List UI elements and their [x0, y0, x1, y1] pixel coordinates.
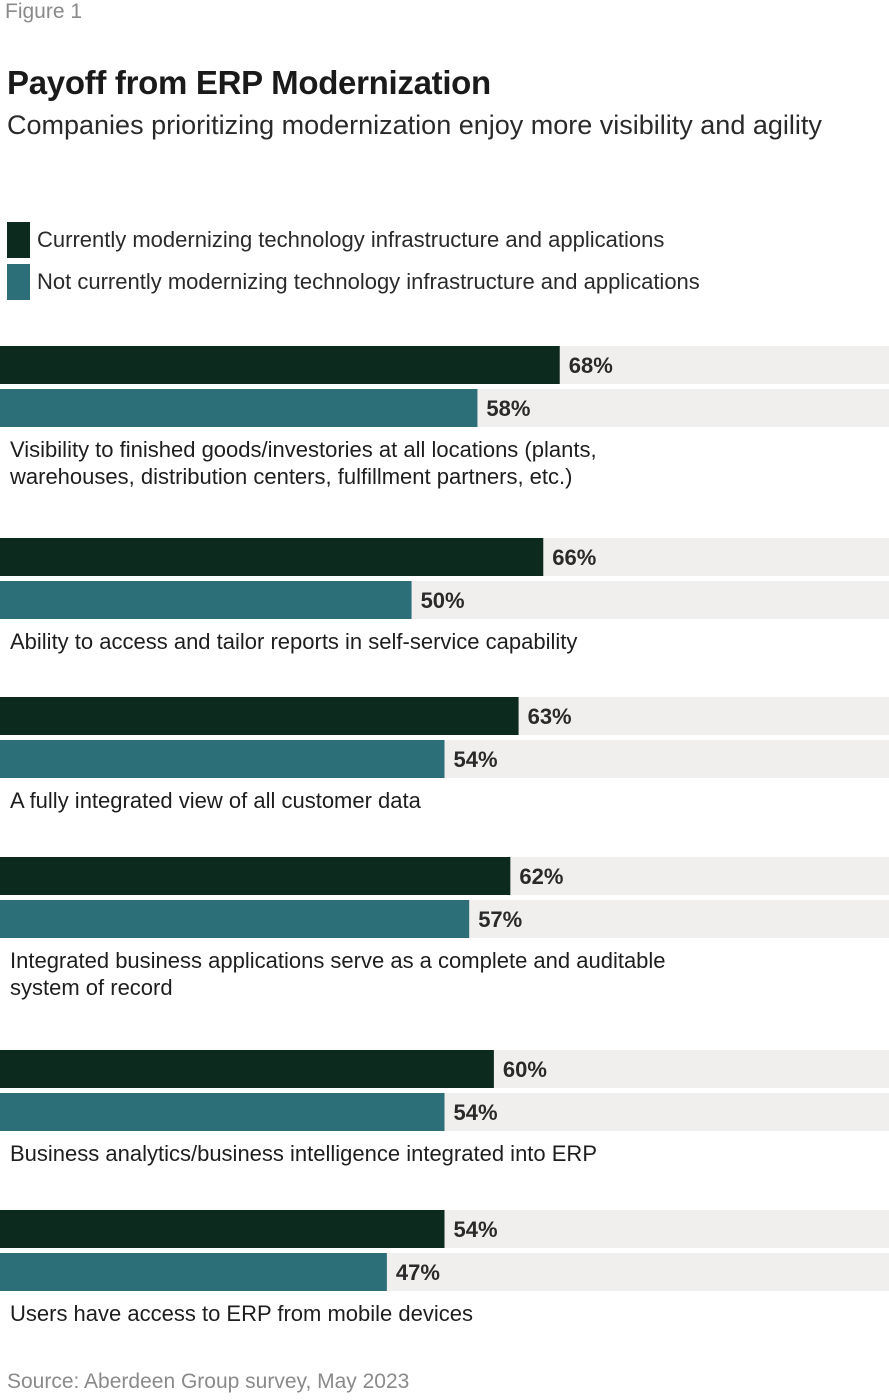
category-label: Users have access to ERP from mobile dev…: [10, 1301, 473, 1326]
figure-label: Figure 1: [5, 0, 83, 23]
bar-series-2: [0, 389, 478, 427]
bar-series-1: [0, 857, 511, 895]
source-note: Source: Aberdeen Group survey, May 2023: [7, 1370, 410, 1393]
bar-series-2: [0, 1093, 445, 1131]
bar-series-1: [0, 1050, 494, 1088]
data-label: 68%: [569, 353, 613, 378]
legend-item-series-2: Not currently modernizing technology inf…: [7, 264, 700, 300]
data-label: 54%: [454, 747, 498, 772]
bar-series-1: [0, 346, 560, 384]
data-label: 63%: [528, 704, 572, 729]
category-label: Visibility to finished goods/investories…: [9, 437, 597, 489]
bar-series-2: [0, 581, 412, 619]
bar-series-2: [0, 1253, 387, 1291]
legend-item-series-1: Currently modernizing technology infrast…: [7, 222, 664, 258]
data-label: 62%: [519, 864, 563, 889]
bar-series-2: [0, 900, 470, 938]
bar-series-1: [0, 1210, 445, 1248]
category-label: Ability to access and tailor reports in …: [10, 629, 577, 654]
data-label: 57%: [478, 907, 522, 932]
category-label: A fully integrated view of all customer …: [10, 788, 422, 813]
chart-subtitle: Companies prioritizing modernization enj…: [7, 110, 822, 140]
data-label: 50%: [421, 588, 465, 613]
legend-swatch-series-2: [7, 264, 30, 300]
data-label: 54%: [454, 1217, 498, 1242]
legend-label-series-2: Not currently modernizing technology inf…: [37, 269, 700, 294]
data-label: 66%: [552, 545, 596, 570]
category-label: Business analytics/business intelligence…: [10, 1141, 597, 1166]
data-label: 54%: [454, 1100, 498, 1125]
legend-label-series-1: Currently modernizing technology infrast…: [37, 227, 665, 252]
bar-series-1: [0, 697, 519, 735]
bar-series-2: [0, 740, 445, 778]
data-label: 60%: [503, 1057, 547, 1082]
bar-series-1: [0, 538, 544, 576]
data-label: 47%: [396, 1260, 440, 1285]
legend-swatch-series-1: [7, 222, 30, 258]
data-label: 58%: [486, 396, 530, 421]
category-label: Integrated business applications serve a…: [10, 948, 666, 1000]
chart-title: Payoff from ERP Modernization: [7, 64, 491, 101]
